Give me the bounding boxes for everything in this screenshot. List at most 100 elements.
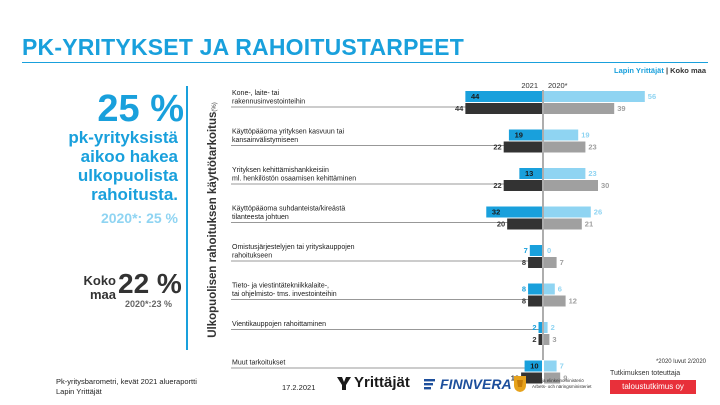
bar (503, 141, 542, 153)
highlight-line: aikoo hakea (80, 147, 178, 166)
category-label: Vientikauppojen rahoittaminen (232, 321, 326, 328)
category-label: Muut tarkoitukset (232, 360, 285, 367)
category-label: rakennusinvestointeihin (232, 99, 305, 106)
data-label: 2 (532, 323, 536, 332)
data-label: 23 (588, 169, 596, 178)
footnote: *2020 luvut 2/2020 (655, 359, 706, 365)
bar (544, 129, 579, 141)
data-label: 19 (515, 131, 523, 140)
year-label-2020: 2020* (548, 81, 568, 90)
data-label: 2 (532, 335, 536, 344)
bar (544, 218, 582, 230)
bar (544, 91, 645, 102)
highlight-line: rahoitusta. (91, 185, 178, 204)
koko-maa-label-line: Koko (83, 273, 117, 288)
bar (538, 322, 542, 333)
data-label: 20 (497, 220, 505, 229)
category-label: tilanteesta johtuen (232, 214, 289, 221)
region-lapin: Lapin Yrittäjät (613, 66, 664, 75)
bar (503, 180, 542, 191)
data-label: 22 (493, 181, 501, 190)
page-title: PK-YRITYKSET JA RAHOITUSTARPEET (22, 34, 464, 60)
data-label: 3 (552, 335, 556, 344)
data-label: 23 (588, 143, 596, 152)
bar (524, 360, 542, 372)
bar (544, 257, 557, 268)
bar (544, 206, 591, 218)
title-rule (22, 62, 708, 63)
bar (508, 129, 542, 141)
data-label: 8 (522, 297, 526, 306)
data-label: 44 (455, 104, 464, 113)
data-label: 7 (560, 258, 564, 267)
data-label: 8 (522, 258, 526, 267)
category-label: kansainvälistymiseen (232, 137, 298, 144)
finnvera-logo-text: FINNVERA (440, 376, 512, 392)
finnvera-logo: FINNVERA (424, 376, 512, 392)
koko-maa-prev: 2020*:23 % (124, 299, 172, 309)
category-label: Kone-, laite- tai (232, 90, 280, 97)
highlight-percentage: 25 % (97, 88, 184, 130)
category-label: Yrityksen kehittämishankkeisiin (232, 167, 329, 174)
bar (544, 322, 548, 333)
koko-maa-percentage: 22 % (118, 268, 182, 299)
tem-logo-text: Työ- ja elinkeinoministeriö Arbets- och … (532, 378, 614, 390)
yrittajat-mark-icon (337, 376, 351, 390)
category-label: Käyttöpääoma yrityksen kasvuun tai (232, 129, 345, 136)
bar (528, 283, 542, 295)
bar (544, 180, 598, 191)
data-label: 26 (594, 208, 602, 217)
bar (507, 218, 542, 230)
data-label: 0 (547, 246, 551, 255)
bar (528, 295, 542, 307)
data-label: 8 (522, 285, 526, 294)
region-koko: Koko maa (670, 66, 706, 75)
bar (538, 334, 542, 345)
vertical-divider (186, 86, 188, 350)
footer-source-line: Pk-yritysbarometri, kevät 2021 aluerapor… (56, 377, 197, 386)
taloustutkimus-logo: taloustutkimus oy (610, 380, 696, 394)
bar (544, 295, 566, 307)
bar (544, 283, 555, 295)
tem-logo-line: Työ- ja elinkeinoministeriö (532, 378, 584, 383)
data-label: 32 (492, 208, 500, 217)
bar (544, 103, 615, 114)
footer-source-line: Lapin Yrittäjät (56, 387, 102, 396)
bar (544, 360, 557, 372)
data-label: 39 (617, 104, 625, 113)
category-label: tai ohjelmisto- tms. investointeihin (232, 291, 337, 298)
data-label: 6 (558, 285, 562, 294)
bar (521, 372, 542, 384)
highlight-line: ulkopuolista (77, 166, 178, 185)
bar (465, 103, 542, 114)
footer-date: 17.2.2021 (282, 383, 316, 392)
bar (544, 334, 550, 345)
category-label: rahoitukseen (232, 253, 272, 260)
data-label: 7 (524, 246, 528, 255)
bar (529, 245, 542, 256)
region-separator: | (663, 66, 671, 75)
highlight-line: pk-yrityksistä (68, 128, 178, 147)
bar (544, 372, 561, 384)
research-by-label: Tutkimuksen toteuttaja (610, 370, 681, 377)
yrittajat-logo-text: Yrittäjät (354, 374, 410, 391)
koko-maa-label-line: maa (89, 287, 116, 302)
year-label-2021: 2021 (521, 81, 538, 90)
bar (544, 168, 586, 179)
data-label: 19 (581, 131, 589, 140)
finnvera-mark-icon (424, 379, 435, 390)
data-label: 30 (601, 181, 609, 190)
highlight-prev: 2020*: 25 % (100, 210, 178, 226)
category-label: Omistusjärjestelyjen tai yrityskauppojen (232, 244, 355, 251)
category-label: ml. henkilöstön osaamisen kehittäminen (232, 176, 356, 183)
data-label: 21 (585, 220, 593, 229)
koko-maa-label: Koko maa (76, 273, 117, 302)
data-label: 2 (551, 323, 555, 332)
lion-crest-icon (514, 376, 526, 392)
region-legend: Lapin Yrittäjät | Koko maa (614, 66, 706, 75)
yrittajat-logo: Yrittäjät (336, 374, 410, 391)
data-label: 12 (569, 297, 577, 306)
tem-logo: Työ- ja elinkeinoministeriö Arbets- och … (512, 375, 614, 393)
data-label: 7 (560, 362, 564, 371)
